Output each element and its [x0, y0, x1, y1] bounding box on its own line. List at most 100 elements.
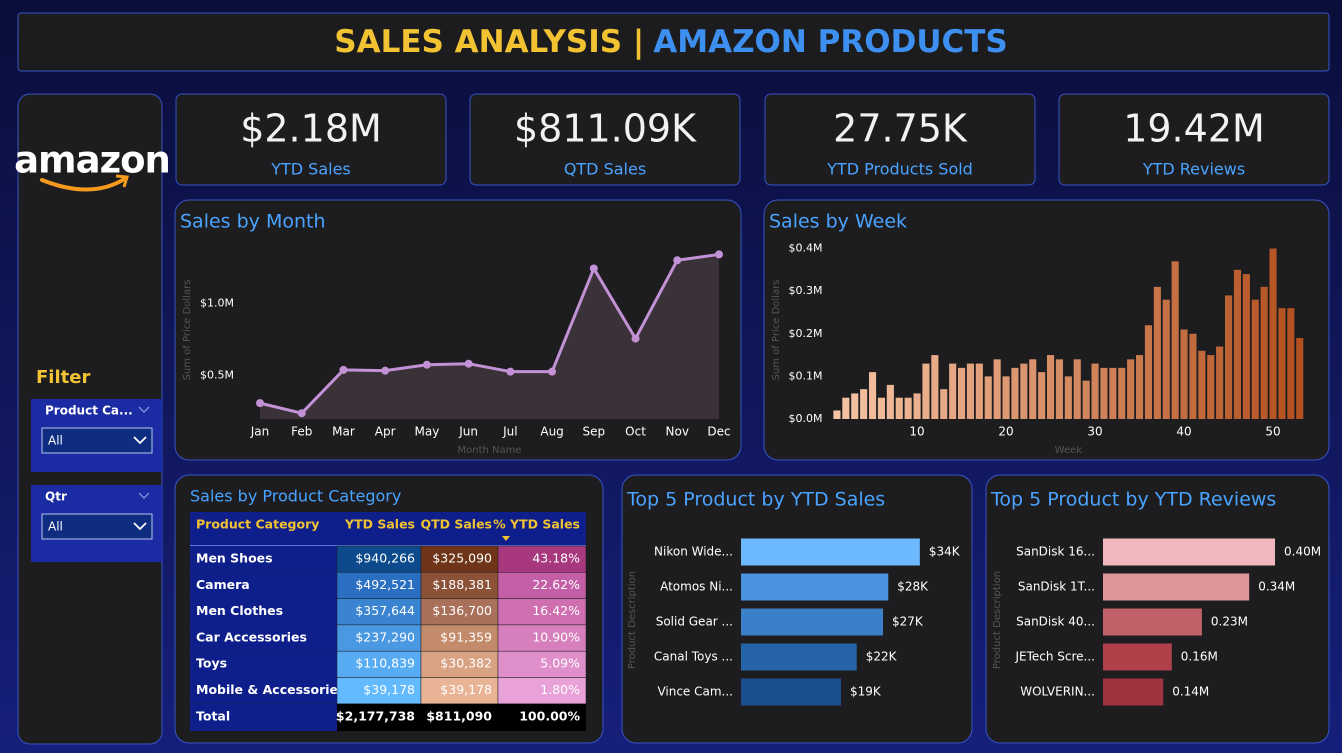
- table-cell: [420, 624, 499, 652]
- table-cell: [497, 650, 587, 678]
- bar: [1180, 329, 1188, 419]
- category-cell: [190, 677, 337, 704]
- x-tick-label: 10: [909, 425, 924, 439]
- filter-label: Qtr: [45, 490, 67, 504]
- bar: [1287, 308, 1295, 419]
- table-header: [190, 512, 586, 545]
- filter-chevron: [138, 406, 150, 413]
- table-cell: [336, 677, 422, 705]
- bar: [1216, 346, 1224, 419]
- dropdown-chevron: [133, 522, 147, 531]
- kpi-card: [764, 93, 1036, 186]
- kpi-value: $2.18M: [240, 107, 382, 151]
- kpi-card: [1058, 93, 1330, 186]
- category-cell: [190, 651, 337, 678]
- table-title: Sales by Product Category: [190, 487, 401, 506]
- bar: [1198, 350, 1206, 419]
- table-cell-text: Camera: [196, 577, 250, 592]
- table-cell-text: 16.42%: [532, 603, 580, 618]
- x-tick-label: Jun: [458, 425, 478, 439]
- table-cell: [497, 624, 587, 652]
- table-cell: [497, 572, 587, 599]
- table-cell-text: Toys: [196, 656, 227, 671]
- value-label: $19K: [850, 685, 882, 699]
- point: [422, 360, 431, 369]
- bar: [1046, 355, 1055, 419]
- bar: [1260, 286, 1268, 419]
- bar: [1011, 367, 1019, 419]
- value-label: 0.14M: [1172, 685, 1209, 699]
- logo-arrow: [115, 174, 129, 188]
- y-axis-title: Sum of Price Dollars: [182, 280, 193, 381]
- bar: [842, 397, 850, 419]
- y-tick-label: $0.4M: [789, 242, 823, 255]
- filter-dropdown[interactable]: [41, 427, 153, 454]
- category-cell: [190, 546, 337, 573]
- category-label: Nikon Wide...: [654, 545, 733, 559]
- total-cell: $2,177,738: [336, 709, 415, 724]
- total-cell: Total: [196, 709, 230, 724]
- y-tick-label: $0.2M: [789, 327, 823, 340]
- point: [715, 250, 723, 259]
- filter-title: Filter: [36, 367, 90, 388]
- category-cell: [190, 572, 337, 599]
- bar: [966, 363, 975, 419]
- bar: [741, 573, 889, 601]
- table-cell-text: 22.62%: [532, 577, 580, 592]
- x-axis-title: Month Name: [457, 445, 521, 456]
- category-label: WOLVERIN...: [1020, 685, 1095, 699]
- bar: [1242, 274, 1250, 419]
- table-cell: [497, 677, 587, 705]
- bar: [940, 389, 948, 419]
- x-tick-label: Aug: [540, 425, 563, 439]
- bar: [895, 397, 903, 419]
- column-header: YTD Sales: [344, 517, 415, 532]
- y-tick-label: $0.0M: [789, 412, 823, 425]
- category-label: Solid Gear ...: [656, 615, 733, 629]
- category-label: JETech Scre...: [1014, 650, 1095, 664]
- bar: [1029, 359, 1037, 419]
- x-axis-title: Week: [1055, 445, 1083, 456]
- bar: [1233, 269, 1242, 419]
- point: [589, 264, 598, 273]
- sort-indicator: [502, 536, 510, 541]
- bar: [993, 359, 1001, 419]
- x-tick-label: Oct: [625, 425, 646, 439]
- chart-title: Sales by Week: [769, 211, 907, 233]
- logo-smile: [40, 176, 128, 192]
- y-tick-label: $0.3M: [789, 284, 823, 297]
- filter-dropdown[interactable]: [41, 513, 153, 540]
- bar: [1153, 286, 1161, 419]
- bar: [860, 389, 868, 419]
- table-cell: [497, 598, 587, 626]
- dropdown-chevron: [133, 436, 147, 445]
- value-label: 0.34M: [1258, 580, 1295, 594]
- x-tick-label: 20: [998, 425, 1013, 439]
- value-label: 0.40M: [1284, 545, 1321, 559]
- bar: [833, 410, 841, 419]
- y-tick-label: $1.0M: [200, 297, 234, 310]
- y-axis-title: Product Description: [627, 571, 638, 669]
- table-cell-text: $357,644: [355, 603, 415, 618]
- bar: [1103, 608, 1202, 636]
- table-cell: [336, 572, 422, 599]
- bar: [741, 538, 920, 566]
- point: [256, 399, 264, 408]
- x-tick-label: Mar: [332, 425, 355, 439]
- bar: [922, 363, 930, 419]
- column-header: Product Category: [196, 517, 319, 532]
- bar: [1103, 573, 1250, 601]
- point: [339, 365, 348, 374]
- bar: [1020, 363, 1028, 419]
- total-cell: $811,090: [426, 709, 492, 724]
- table-cell-text: Mobile & Accessories: [196, 682, 345, 697]
- kpi-label: YTD Products Sold: [826, 160, 973, 179]
- table-cell-text: 1.80%: [540, 682, 580, 697]
- bar: [975, 363, 983, 419]
- table-cell-text: $325,090: [432, 551, 492, 566]
- table-cell-text: Men Clothes: [196, 603, 283, 618]
- bar: [1100, 367, 1108, 419]
- x-tick-label: Apr: [375, 425, 396, 439]
